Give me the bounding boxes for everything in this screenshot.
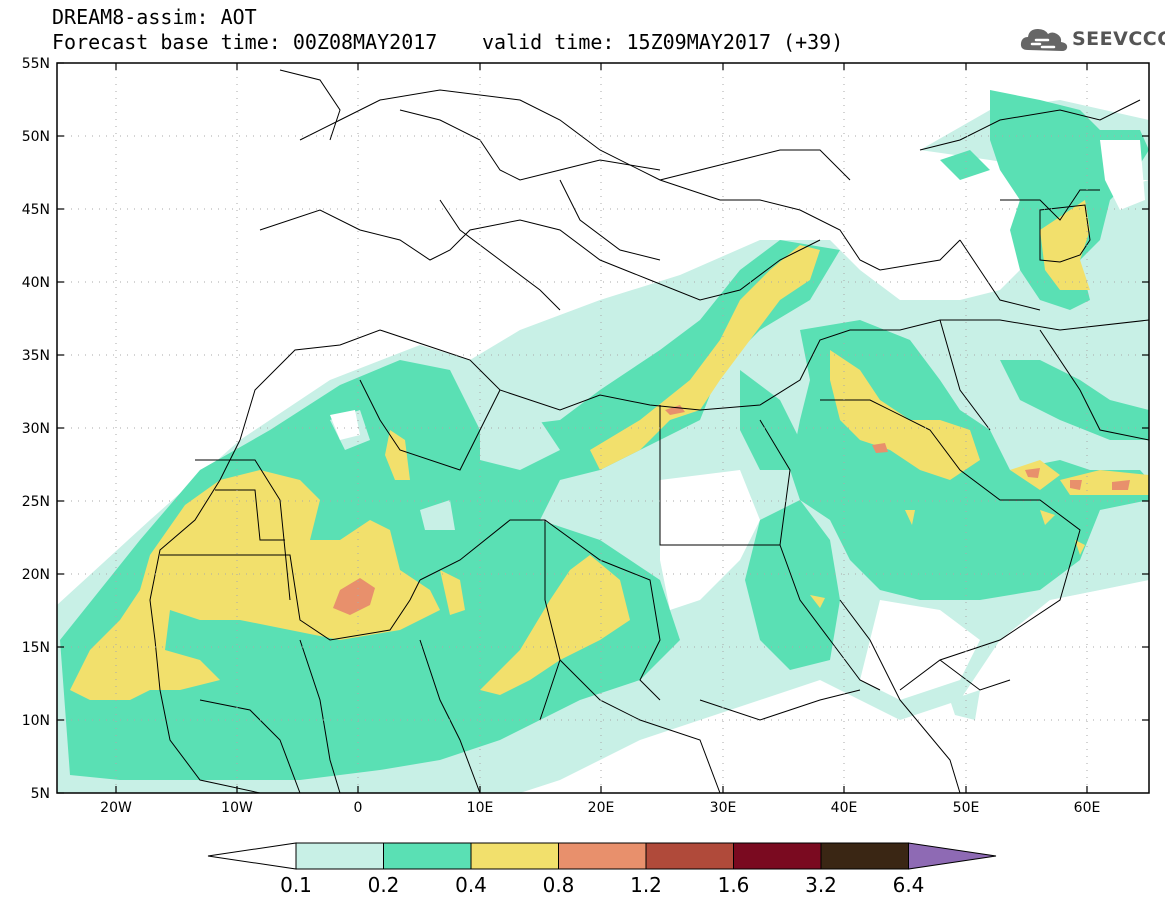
lat-label: 25N xyxy=(22,494,50,510)
colorbar-swatch xyxy=(470,842,559,870)
colorbar-label: 0.8 xyxy=(543,873,575,897)
logo-text: SEEVCCC xyxy=(1072,28,1165,50)
colorbar-swatch xyxy=(558,842,647,870)
lon-label: 30E xyxy=(710,800,737,816)
graticule xyxy=(57,63,1149,793)
colorbar-swatch xyxy=(295,842,384,870)
colorbar-max-arrow xyxy=(908,842,997,870)
lat-label: 30N xyxy=(22,421,50,437)
lon-axis: 20W 10W 0 10E 20E 30E 40E 50E 60E xyxy=(100,63,1100,816)
lon-label: 10W xyxy=(221,800,253,816)
lat-label: 5N xyxy=(31,786,50,802)
aot-level-0.8 xyxy=(333,405,1130,615)
colorbar-label: 3.2 xyxy=(805,873,837,897)
lat-label: 55N xyxy=(22,56,50,72)
colorbar-swatch xyxy=(820,842,909,870)
colorbar: 0.1 0.2 0.4 0.8 1.2 1.6 3.2 6.4 xyxy=(207,842,997,897)
colorbar-label: 0.4 xyxy=(455,873,487,897)
colorbar-swatch xyxy=(383,842,472,870)
lat-label: 40N xyxy=(22,275,50,291)
cloud-icon xyxy=(1020,29,1068,51)
colorbar-swatch xyxy=(733,842,822,870)
lat-label: 20N xyxy=(22,567,50,583)
colorbar-min-arrow xyxy=(207,842,297,870)
lat-label: 15N xyxy=(22,640,50,656)
colorbar-label: 6.4 xyxy=(893,873,925,897)
map-title: DREAM8-assim: AOT xyxy=(52,5,257,29)
valid-time: valid time: 15Z09MAY2017 (+39) xyxy=(482,30,844,54)
colorbar-label: 0.1 xyxy=(280,873,312,897)
seevccc-logo: SEEVCCC xyxy=(1018,22,1165,58)
lon-label: 20E xyxy=(588,800,615,816)
lon-label: 0 xyxy=(354,800,363,816)
colorbar-label: 1.6 xyxy=(718,873,750,897)
lat-axis: 55N 50N 45N 40N 35N 30N 25N 20N 15N 10N … xyxy=(22,56,1149,802)
lat-label: 50N xyxy=(22,129,50,145)
colorbar-swatch xyxy=(645,842,734,870)
lat-label: 10N xyxy=(22,713,50,729)
lat-label: 35N xyxy=(22,348,50,364)
lon-label: 10E xyxy=(467,800,494,816)
lon-label: 40E xyxy=(831,800,858,816)
forecast-base-time: Forecast base time: 00Z08MAY2017 xyxy=(52,30,438,54)
lon-label: 50E xyxy=(953,800,980,816)
country-borders xyxy=(149,69,1149,793)
aot-map xyxy=(57,63,1149,793)
aot-clear xyxy=(330,140,1145,700)
lon-label: 20W xyxy=(100,800,132,816)
colorbar-label: 1.2 xyxy=(630,873,662,897)
lat-label: 45N xyxy=(22,202,50,218)
colorbar-label: 0.2 xyxy=(368,873,400,897)
lon-label: 60E xyxy=(1074,800,1101,816)
